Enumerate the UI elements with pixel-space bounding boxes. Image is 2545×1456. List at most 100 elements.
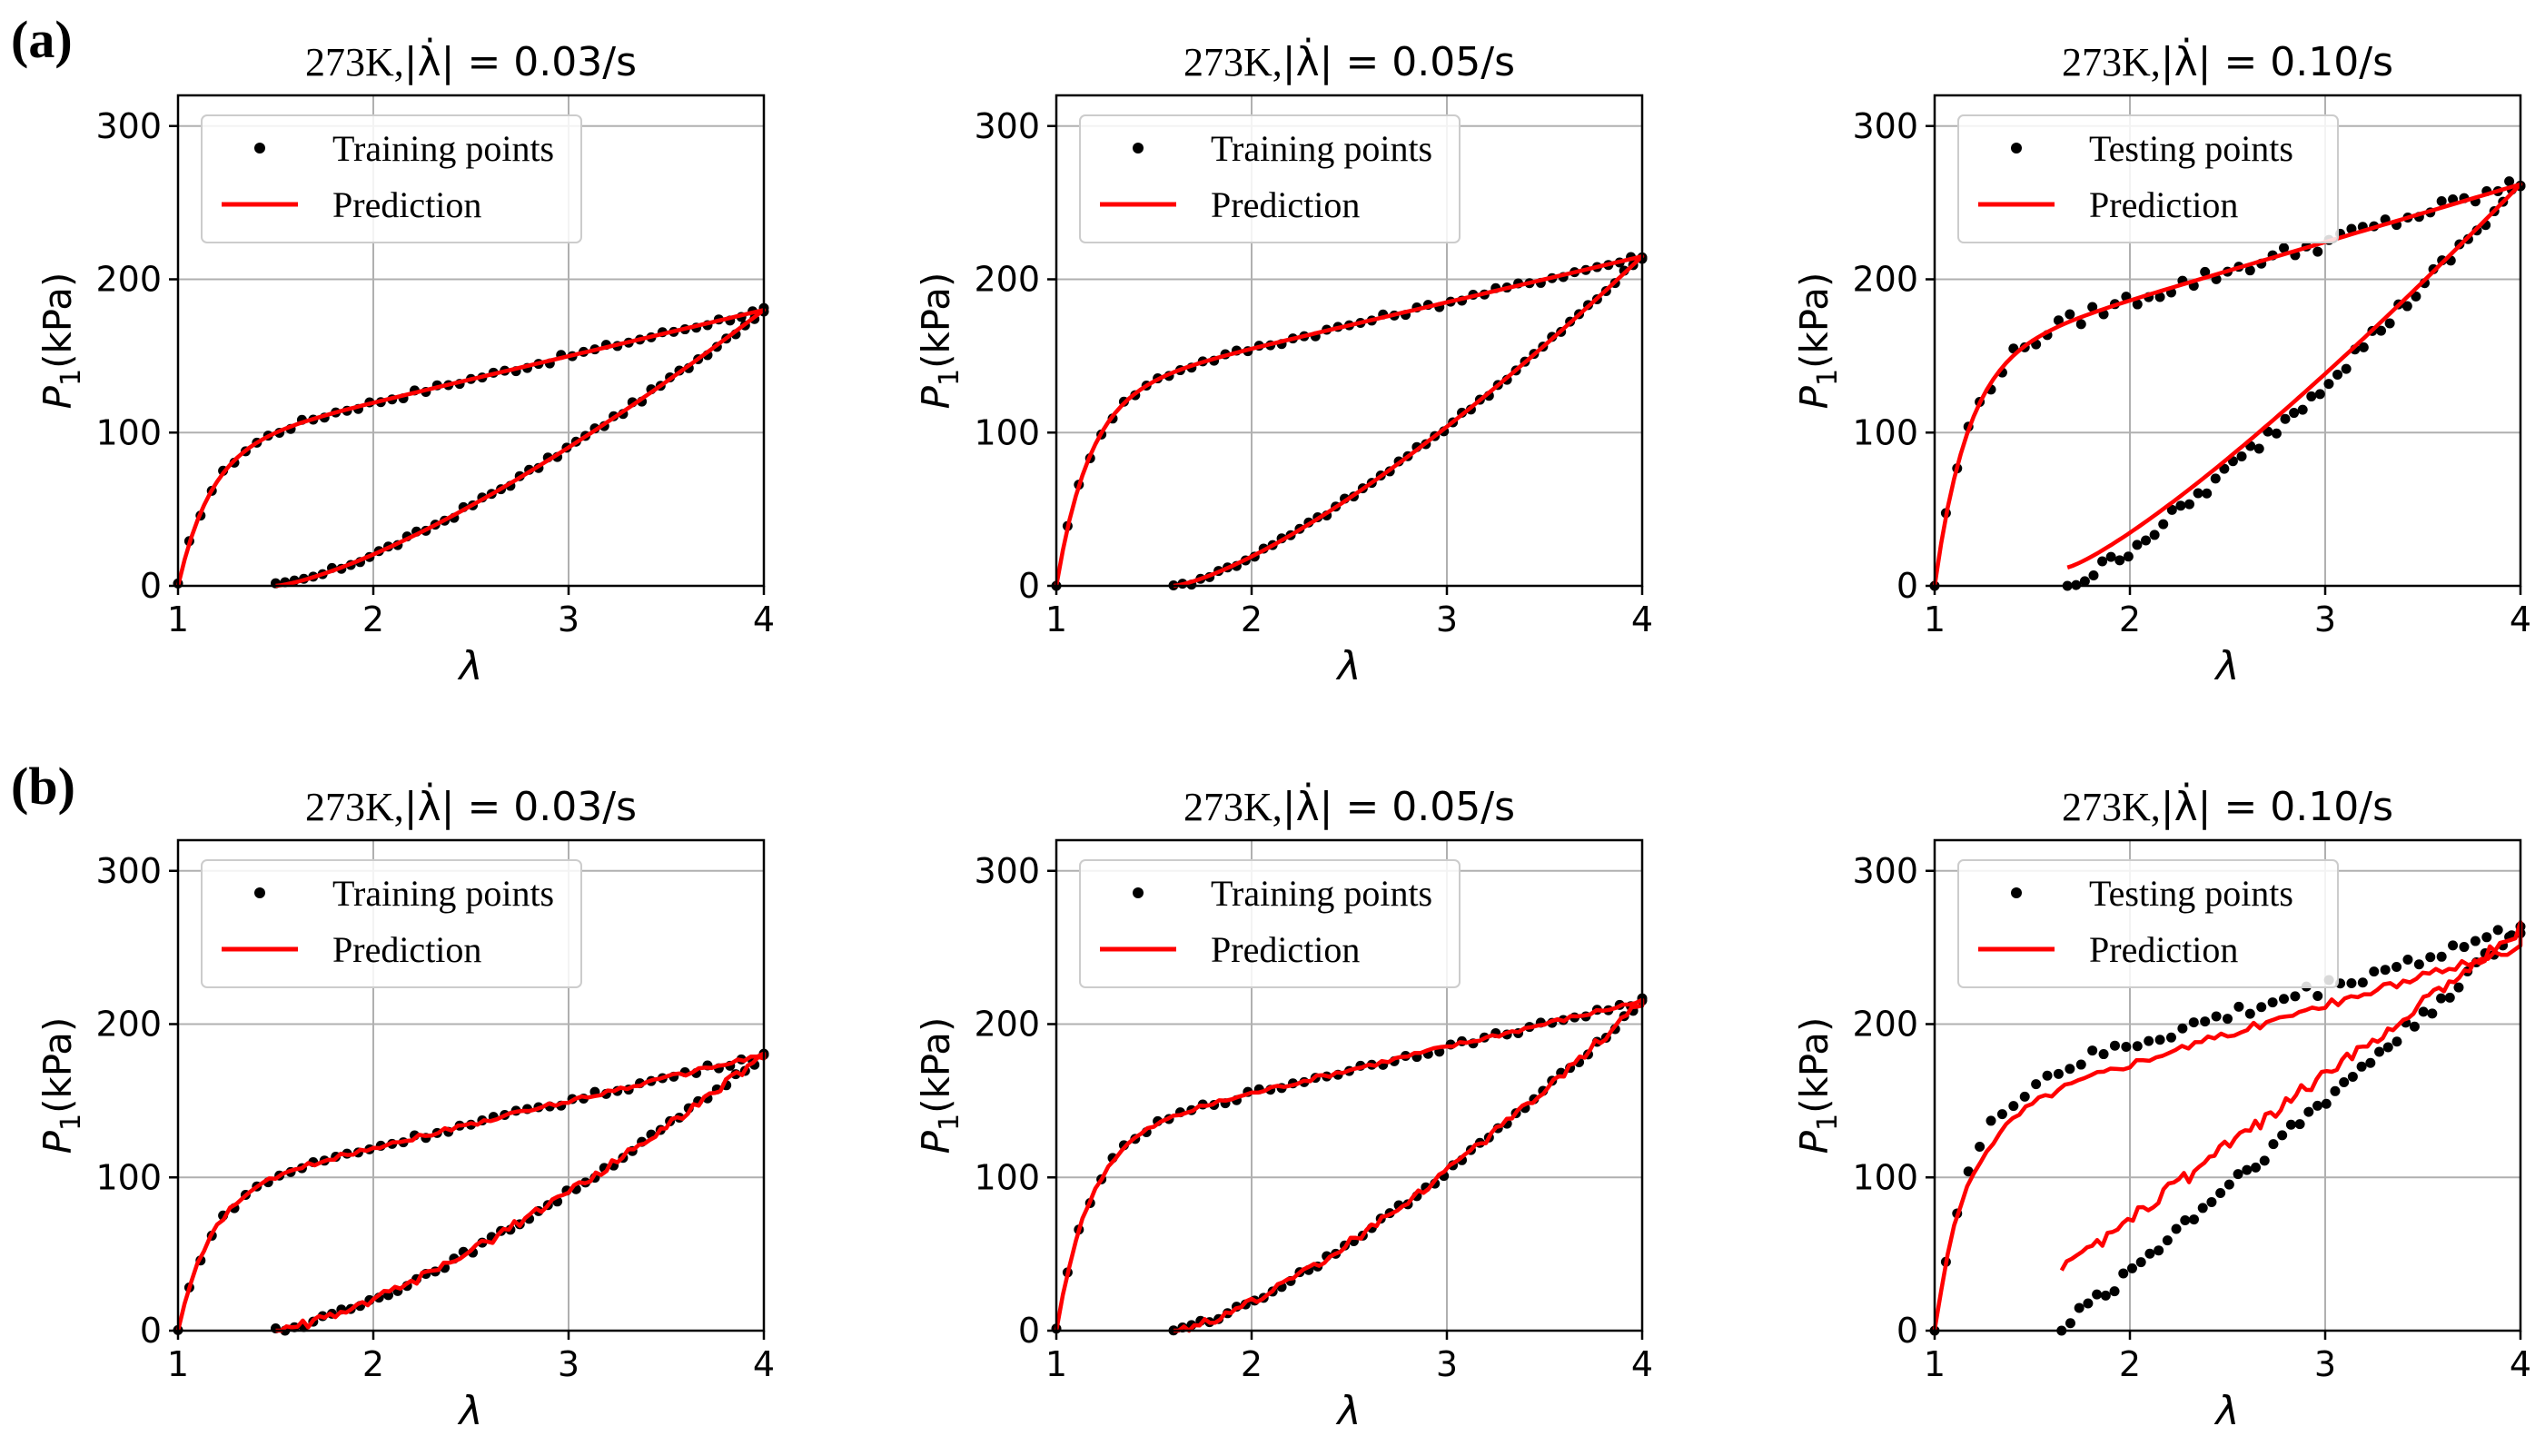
data-point (2197, 1203, 2208, 1213)
data-point (2436, 195, 2447, 206)
data-point (2321, 1098, 2332, 1109)
data-point (1975, 1141, 1985, 1152)
x-tick-label: 2 (362, 599, 384, 639)
data-point (2382, 1042, 2393, 1053)
legend-label-line: Prediction (1211, 929, 1360, 970)
x-tick-label: 1 (1924, 599, 1946, 639)
data-point (2374, 1046, 2385, 1057)
legend-label-line: Prediction (1211, 184, 1360, 225)
y-tick-label: 0 (1896, 566, 1918, 606)
data-point (2188, 1214, 2199, 1225)
data-point (2233, 1169, 2243, 1180)
data-point (2481, 932, 2492, 943)
y-tick-label: 100 (974, 1157, 1040, 1197)
x-axis-label: λ (1335, 643, 1361, 689)
data-point (2306, 391, 2317, 401)
row-label-a: (a) (11, 10, 73, 69)
legend-label-points: Testing points (2089, 873, 2293, 914)
data-point (2356, 1061, 2367, 1072)
y-tick-label: 200 (974, 1005, 1040, 1045)
data-point (2144, 1248, 2155, 1259)
data-point (2123, 551, 2134, 562)
data-point (2132, 540, 2143, 550)
y-axis-label: P1(kPa) (1792, 1017, 1844, 1154)
y-tick-label: 300 (95, 106, 162, 146)
legend-box (1079, 859, 1461, 988)
x-tick-label: 4 (1631, 599, 1653, 639)
data-point (2384, 318, 2395, 329)
data-point (2105, 551, 2116, 562)
data-point (2154, 1035, 2165, 1045)
x-tick-label: 4 (753, 599, 775, 639)
data-point (2065, 1064, 2075, 1075)
data-point (2202, 488, 2213, 499)
data-point (2330, 1085, 2341, 1096)
y-tick-label: 300 (974, 851, 1040, 891)
data-point (2297, 404, 2308, 415)
legend-label-line: Prediction (332, 184, 481, 225)
prediction-line (1932, 182, 2523, 587)
data-point (2244, 265, 2255, 276)
data-point (2267, 997, 2278, 1008)
prediction-line (175, 308, 767, 589)
data-point (2341, 363, 2352, 374)
x-axis-label: λ (1335, 1388, 1361, 1434)
legend-label-points: Training points (332, 873, 554, 914)
data-point (2097, 556, 2108, 567)
x-tick-label: 2 (362, 1344, 384, 1384)
data-point (2409, 1021, 2420, 1032)
data-point (2132, 299, 2143, 310)
data-point (2184, 499, 2194, 510)
data-point (2162, 1235, 2173, 1246)
y-tick-label: 0 (140, 566, 162, 606)
x-tick-label: 2 (2119, 1344, 2141, 1384)
data-point (2206, 1196, 2217, 1207)
data-point (2083, 1298, 2094, 1309)
data-point (2339, 1076, 2350, 1087)
y-tick-label: 300 (1852, 106, 1918, 146)
data-point (2470, 936, 2481, 946)
chart-panel-b1: 1 2 3 4 0 100 200 300 λ P1(kPa) 273K,|λ̇| = 0.03/s… (35, 781, 775, 1434)
data-point (2210, 473, 2221, 484)
data-point (2154, 1245, 2164, 1256)
data-point (2075, 319, 2086, 330)
x-tick-label: 3 (2314, 1344, 2336, 1384)
y-tick-label: 100 (1852, 412, 1918, 452)
legend-label-points: Training points (332, 128, 554, 169)
x-tick-label: 2 (1241, 1344, 1263, 1384)
data-point (2244, 1008, 2255, 1019)
data-point (2425, 952, 2436, 963)
data-point (2259, 1155, 2270, 1166)
chart-panel-a3: 1 2 3 4 0 100 200 300 λ P1(kPa) 273K,|λ̇| = 0.10/s… (1792, 36, 2531, 689)
data-point (2141, 535, 2152, 546)
y-tick-label: 0 (1896, 1311, 1918, 1351)
data-point (2075, 1059, 2086, 1070)
data-point (2200, 266, 2211, 277)
data-point (2253, 443, 2264, 454)
data-point (2277, 1130, 2288, 1141)
prediction-line (1054, 997, 1645, 1333)
data-point (2418, 1006, 2429, 1017)
data-point (2504, 176, 2515, 187)
y-tick-label: 0 (1018, 1311, 1040, 1351)
x-axis-label: λ (457, 1388, 482, 1434)
x-tick-label: 2 (2119, 599, 2141, 639)
data-point (2188, 1017, 2199, 1028)
y-tick-label: 0 (140, 1311, 162, 1351)
data-point (2087, 1045, 2098, 1056)
x-tick-label: 4 (2510, 1344, 2531, 1384)
data-point (2268, 1139, 2279, 1150)
data-point (2019, 1091, 2030, 1102)
data-point (2312, 246, 2323, 257)
data-point (2289, 408, 2300, 419)
chart-panel-b3: 1 2 3 4 0 100 200 300 λ P1(kPa) 273K,|λ̇| = 0.10/s… (1792, 781, 2531, 1434)
legend-label-points: Training points (1211, 873, 1432, 914)
data-point (2242, 1164, 2253, 1175)
data-point (2411, 291, 2421, 302)
data-point (2401, 301, 2412, 312)
data-point (2098, 1049, 2109, 1060)
data-point (2427, 1008, 2438, 1019)
data-point (2175, 500, 2186, 511)
